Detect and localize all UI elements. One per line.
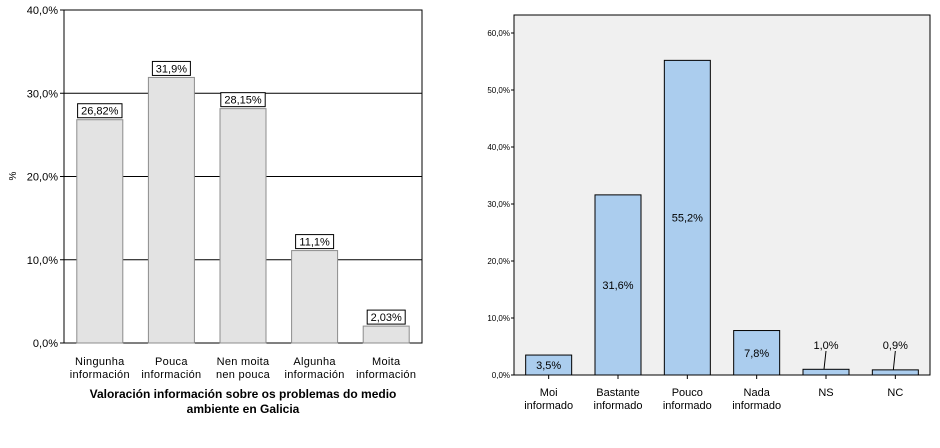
data-label: 7,8% [744,348,769,360]
category-label: Moita [372,356,401,368]
bar [871,369,919,376]
data-label: 3,5% [536,360,561,372]
category-label: informado [663,400,712,412]
category-label: Bastante [596,387,639,399]
x-axis-title: ambiente en Galicia [187,402,300,416]
plot-area [513,14,931,376]
bar [76,119,124,344]
category-label: informado [524,400,573,412]
category-label: Pouca [155,356,188,368]
category-label: Nada [744,387,771,399]
data-label: 11,1% [299,237,330,249]
data-label: 1,0% [813,340,838,352]
y-tick-label: 40,0% [27,5,58,17]
y-tick-label: 10,0% [487,314,510,323]
data-label: 31,9% [156,63,187,75]
category-label: información [70,369,130,381]
y-tick-label: 30,0% [487,200,510,209]
category-label: Pouco [672,387,703,399]
category-label: Ningunha [75,356,125,368]
bar [594,194,642,376]
chart-nivel-informacion: 0,0% 10,0% 20,0% 30,0% 40,0% 50,0% 60,0% 3,5% Mo… [487,14,931,412]
category-label: Moi [540,387,558,399]
leader-line [892,350,896,370]
category-label: información [141,369,201,381]
y-tick-label: 60,0% [487,29,510,38]
bar [802,368,850,376]
data-label-box [366,309,406,325]
category-label: información [356,369,416,381]
data-label: 26,82% [81,106,119,118]
bar [663,59,711,376]
data-label-box [77,103,123,119]
bar [733,330,781,376]
y-tick-label: 10,0% [27,255,58,267]
category-label: nen pouca [216,369,271,381]
data-label-box [295,234,335,250]
data-label: 0,9% [883,340,908,352]
y-axis-label: % [8,171,19,180]
y-tick-label: 30,0% [27,88,58,100]
bar [147,76,195,344]
bar [362,325,410,344]
category-label: Algunha [293,356,336,368]
y-tick-label: 50,0% [487,86,510,95]
y-tick-label: 20,0% [27,172,58,184]
data-label-box [220,92,266,108]
category-label: Nen moita [217,356,270,368]
bar [291,250,339,344]
category-label: NC [887,387,903,399]
data-label: 28,15% [224,95,262,107]
data-label-box [151,60,191,76]
data-label: 55,2% [672,213,703,225]
category-label: informado [732,400,781,412]
data-label: 31,6% [602,280,633,292]
bar [219,108,267,344]
y-tick-label: 20,0% [487,257,510,266]
y-tick-label: 40,0% [487,143,510,152]
leader-line [823,350,827,370]
data-label: 2,03% [371,312,402,324]
category-label: información [285,369,345,381]
chart-valoracion-informacion: 0,0%10,0%20,0%30,0%40,0%%26,82%Ningunhai… [8,5,423,416]
x-axis-title: Valoración información sobre os problema… [90,387,397,401]
category-label: NS [818,387,833,399]
category-label: informado [594,400,643,412]
y-tick-label: 0,0% [33,338,58,350]
y-tick-label: 0,0% [492,371,510,380]
